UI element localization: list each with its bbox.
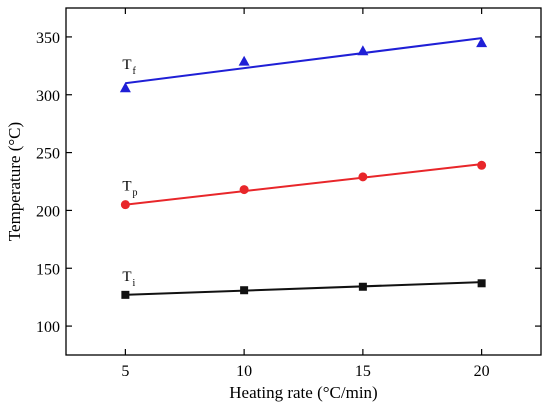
axis-ticks <box>66 8 541 355</box>
data-point-tp <box>239 185 249 195</box>
x-tick-label: 20 <box>474 363 490 380</box>
series-label-tf: Tf <box>122 57 136 77</box>
x-tick-label: 15 <box>355 363 371 380</box>
y-tick-label: 350 <box>36 30 60 47</box>
tick-labels: 5 10 15 20 100 150 200 250 300 350 <box>36 30 490 380</box>
y-axis-label: Temperature (°C) <box>5 122 24 241</box>
series-layer <box>119 37 488 299</box>
data-point-tp <box>120 200 130 210</box>
x-tick-label: 5 <box>121 363 129 380</box>
series-label-ti: Ti <box>122 269 135 289</box>
plot-area-border <box>65 7 542 356</box>
y-tick-label: 200 <box>36 203 60 220</box>
data-point-tp <box>358 172 368 182</box>
x-axis-label: Heating rate (°C/min) <box>229 383 377 402</box>
fit-line-ti <box>125 281 482 296</box>
data-point-tf <box>238 55 250 66</box>
data-point-ti <box>477 279 486 288</box>
data-point-tf <box>357 45 369 56</box>
series-tf <box>119 37 488 93</box>
data-point-tf <box>119 82 131 93</box>
series-labels: Tf Tp Ti <box>122 57 137 289</box>
data-point-ti <box>121 290 130 299</box>
data-point-tf <box>476 37 488 48</box>
x-tick-label: 10 <box>236 363 252 380</box>
fit-line-tf <box>125 37 482 85</box>
y-tick-label: 150 <box>36 261 60 278</box>
y-tick-label: 100 <box>36 319 60 336</box>
data-point-ti <box>240 286 249 295</box>
fit-line-tp <box>125 163 482 206</box>
data-point-ti <box>358 282 367 291</box>
series-ti <box>121 279 486 299</box>
series-label-tp: Tp <box>122 179 137 199</box>
data-point-tp <box>477 160 487 170</box>
y-tick-label: 300 <box>36 88 60 105</box>
plot-frame <box>65 7 542 356</box>
series-tp <box>120 160 487 210</box>
y-tick-label: 250 <box>36 146 60 163</box>
